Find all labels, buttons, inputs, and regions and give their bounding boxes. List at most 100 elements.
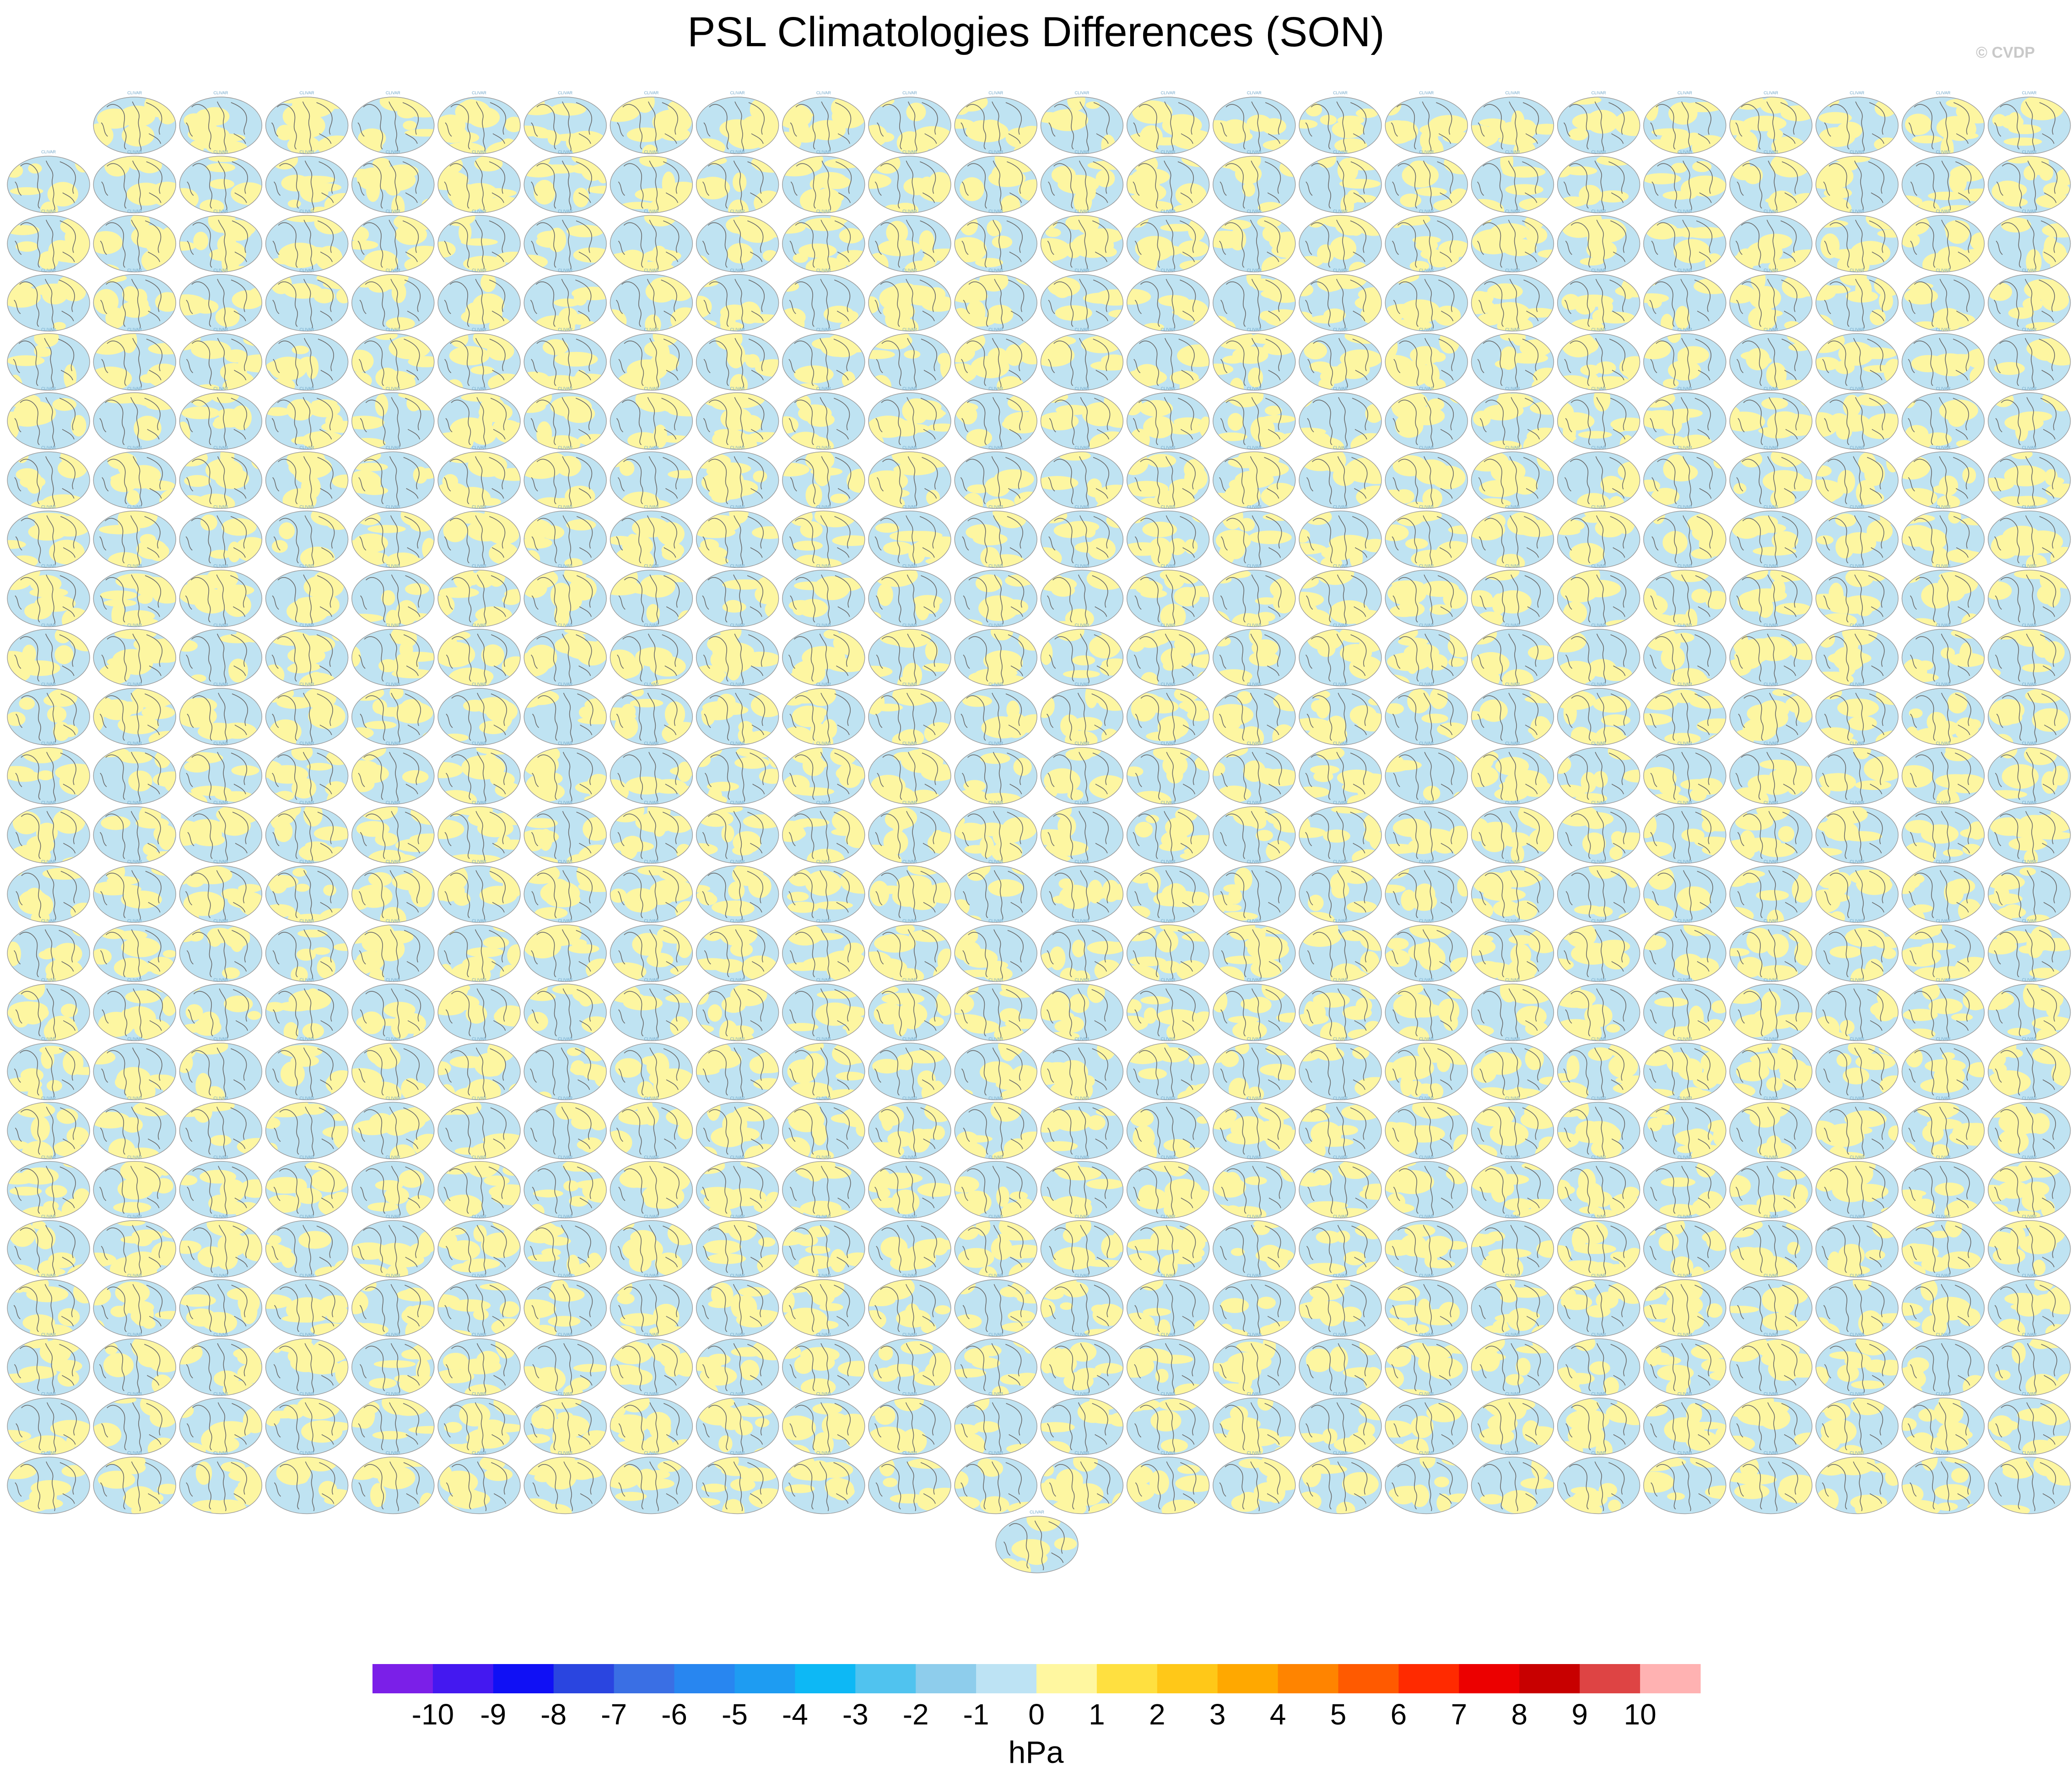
map-panel-title: CLIVAR bbox=[1419, 386, 1434, 391]
map-panel-title: CLIVAR bbox=[41, 978, 56, 982]
map-panel-title: CLIVAR bbox=[1764, 327, 1778, 332]
map-panel-title: CLIVAR bbox=[902, 919, 917, 923]
map-panel: CLIVAR bbox=[1987, 741, 2071, 805]
map-panel: CLIVAR bbox=[1729, 445, 1813, 509]
map-panel-title: CLIVAR bbox=[1678, 1214, 1692, 1219]
map-panel-title: CLIVAR bbox=[1333, 91, 1348, 95]
map-panel-title: CLIVAR bbox=[127, 741, 142, 746]
map-panel-title: CLIVAR bbox=[644, 1037, 658, 1041]
map-panel-title: CLIVAR bbox=[988, 859, 1003, 864]
map-panel-title: CLIVAR bbox=[1505, 564, 1520, 568]
map-panel: CLIVAR bbox=[1040, 1214, 1124, 1278]
map-panel-title: CLIVAR bbox=[472, 327, 486, 332]
map-panel: CLIVAR bbox=[93, 504, 176, 568]
map-panel-title: CLIVAR bbox=[41, 386, 56, 391]
map-panel-title: CLIVAR bbox=[644, 445, 658, 450]
map-panel-title: CLIVAR bbox=[988, 1155, 1003, 1160]
map-panel: CLIVAR bbox=[1213, 741, 1296, 805]
map-panel: CLIVAR bbox=[1126, 564, 1210, 627]
map-panel-title: CLIVAR bbox=[1592, 623, 1606, 627]
map-panel-title: CLIVAR bbox=[2022, 1155, 2037, 1160]
map-panel: CLIVAR bbox=[782, 150, 865, 213]
map-panel: CLIVAR bbox=[1557, 268, 1640, 332]
map-panel-title: CLIVAR bbox=[386, 1273, 400, 1278]
map-panel-title: CLIVAR bbox=[1333, 1096, 1348, 1100]
map-panel-title: CLIVAR bbox=[1850, 859, 1864, 864]
map-panel: CLIVAR bbox=[1815, 445, 1899, 509]
map-panel-title: CLIVAR bbox=[1678, 564, 1692, 568]
map-panel-title: CLIVAR bbox=[127, 919, 142, 923]
map-panel-title: CLIVAR bbox=[1161, 623, 1176, 627]
map-panel: CLIVAR bbox=[868, 682, 951, 746]
map-panel: CLIVAR bbox=[1471, 1214, 1554, 1278]
map-panel-title: CLIVAR bbox=[730, 91, 745, 95]
map-panel-title: CLIVAR bbox=[1419, 1214, 1434, 1219]
map-panel: CLIVAR bbox=[610, 150, 693, 213]
map-panel-title: CLIVAR bbox=[730, 1214, 745, 1219]
map-panel-title: CLIVAR bbox=[1505, 1273, 1520, 1278]
map-panel: CLIVAR bbox=[1385, 445, 1468, 509]
map-panel-title: CLIVAR bbox=[213, 741, 228, 746]
map-panel-title: CLIVAR bbox=[1592, 741, 1606, 746]
map-panel: CLIVAR bbox=[1471, 800, 1554, 864]
map-panel-title: CLIVAR bbox=[472, 1096, 486, 1100]
map-panel: CLIVAR bbox=[1385, 1214, 1468, 1278]
colorbar-tick-label: -7 bbox=[601, 1698, 627, 1731]
map-panel-title: CLIVAR bbox=[558, 1155, 572, 1160]
map-panel: CLIVAR bbox=[1126, 623, 1210, 686]
map-panel: CLIVAR bbox=[868, 327, 951, 391]
map-panel: CLIVAR bbox=[437, 504, 521, 568]
colorbar-tick-label: 2 bbox=[1149, 1698, 1166, 1731]
map-panel-title: CLIVAR bbox=[1764, 1037, 1778, 1041]
colorbar-swatch bbox=[1096, 1664, 1158, 1693]
map-panel: CLIVAR bbox=[610, 1155, 693, 1219]
map-panel-title: CLIVAR bbox=[472, 504, 486, 509]
map-panel: CLIVAR bbox=[610, 209, 693, 273]
map-panel-title: CLIVAR bbox=[2022, 386, 2037, 391]
map-panel-title: CLIVAR bbox=[1247, 978, 1262, 982]
map-panel-title: CLIVAR bbox=[1505, 91, 1520, 95]
map-panel: CLIVAR bbox=[868, 919, 951, 982]
map-panel: CLIVAR bbox=[1643, 919, 1727, 982]
map-panel-title: CLIVAR bbox=[1678, 859, 1692, 864]
colorbar-tick-label: -10 bbox=[412, 1698, 454, 1731]
map-panel-title: CLIVAR bbox=[730, 1037, 745, 1041]
map-panel: CLIVAR bbox=[1729, 800, 1813, 864]
map-panel: CLIVAR bbox=[1901, 209, 1985, 273]
chart-title: PSL Climatologies Differences (SON) bbox=[687, 9, 1385, 55]
map-panel-title: CLIVAR bbox=[902, 1096, 917, 1100]
map-panel: CLIVAR bbox=[1213, 1096, 1296, 1160]
map-panel-title: CLIVAR bbox=[300, 1155, 314, 1160]
map-panel-title: CLIVAR bbox=[902, 91, 917, 95]
map-panel-title: CLIVAR bbox=[41, 919, 56, 923]
map-panel-title: CLIVAR bbox=[644, 564, 658, 568]
map-panel-title: CLIVAR bbox=[1505, 268, 1520, 273]
map-panel-title: CLIVAR bbox=[1333, 800, 1348, 805]
map-panel-title: CLIVAR bbox=[1936, 327, 1950, 332]
map-panel: CLIVAR bbox=[954, 919, 1037, 982]
map-panel-title: CLIVAR bbox=[386, 1037, 400, 1041]
map-panel-title: CLIVAR bbox=[1505, 800, 1520, 805]
map-panel-title: CLIVAR bbox=[730, 1155, 745, 1160]
map-panel-title: CLIVAR bbox=[1936, 1037, 1950, 1041]
map-panel-title: CLIVAR bbox=[1333, 504, 1348, 509]
map-panel: CLIVAR bbox=[696, 623, 779, 686]
map-panel-title: CLIVAR bbox=[213, 564, 228, 568]
map-panel: CLIVAR bbox=[523, 859, 607, 923]
map-panel-title: CLIVAR bbox=[1764, 919, 1778, 923]
map-panel-title: CLIVAR bbox=[730, 1273, 745, 1278]
map-panel: CLIVAR bbox=[265, 564, 349, 627]
colorbar-tick-label: -1 bbox=[963, 1698, 989, 1731]
map-panel-title: CLIVAR bbox=[472, 1273, 486, 1278]
map-panel: CLIVAR bbox=[1815, 91, 1899, 154]
map-panel: CLIVAR bbox=[1299, 445, 1382, 509]
map-panel: CLIVAR bbox=[1901, 386, 1985, 450]
map-panel-title: CLIVAR bbox=[300, 800, 314, 805]
map-panel: CLIVAR bbox=[1987, 800, 2071, 864]
map-panel-title: CLIVAR bbox=[213, 209, 228, 213]
map-panel-title: CLIVAR bbox=[816, 978, 831, 982]
map-panel-title: CLIVAR bbox=[644, 1273, 658, 1278]
map-panel: CLIVAR bbox=[1901, 150, 1985, 213]
map-panel-title: CLIVAR bbox=[2022, 978, 2037, 982]
map-panel-title: CLIVAR bbox=[1161, 386, 1176, 391]
